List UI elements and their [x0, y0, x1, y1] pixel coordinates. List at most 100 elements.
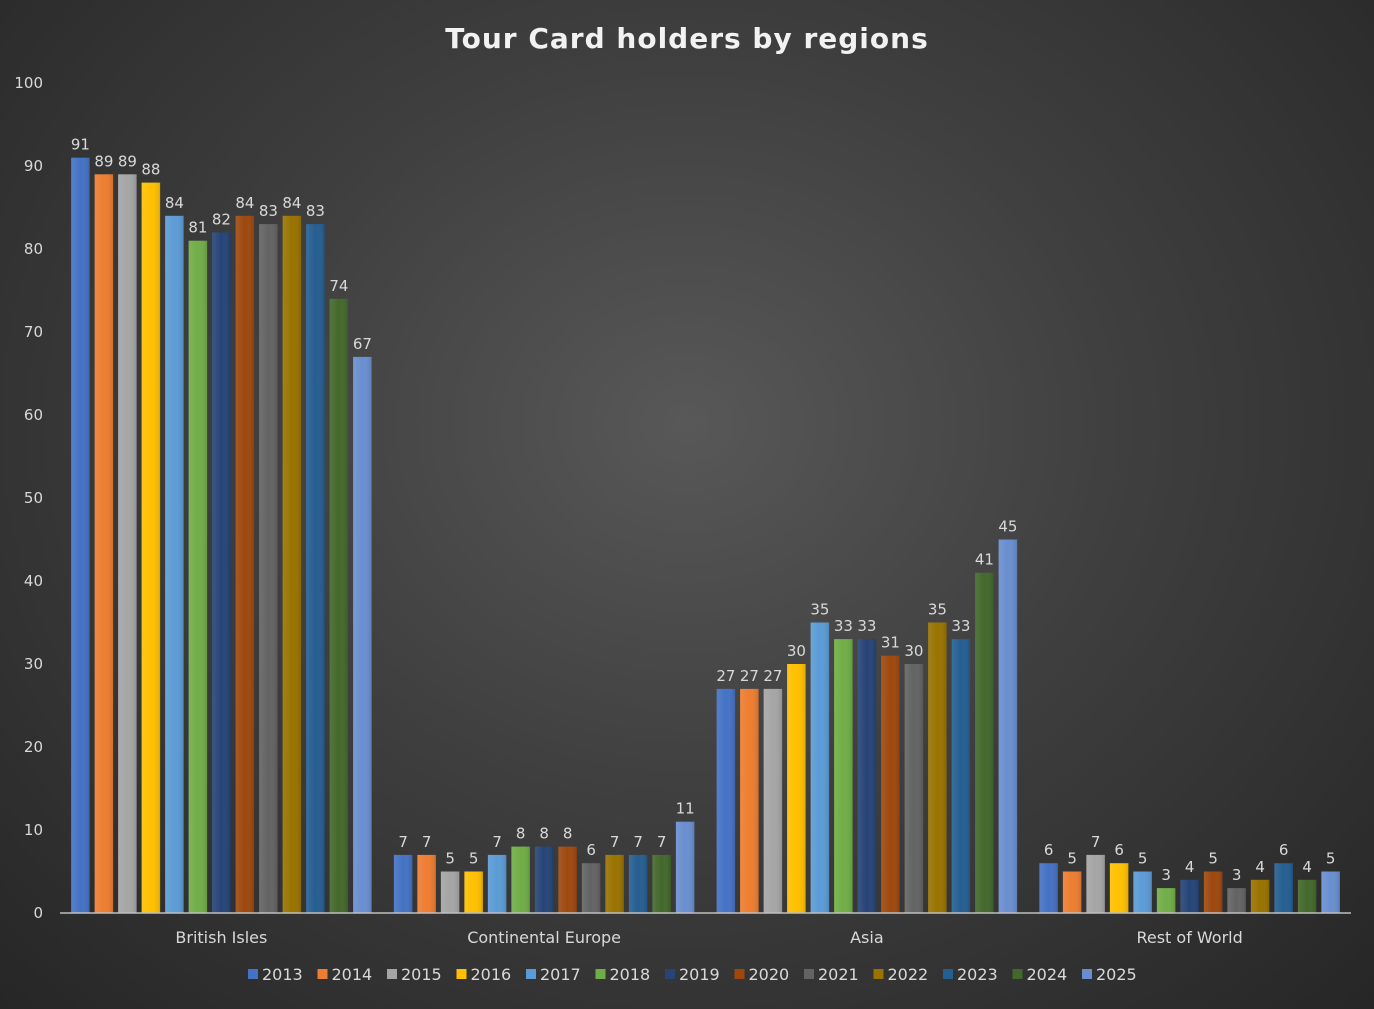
data-label: 89: [118, 152, 137, 170]
legend-swatch: [526, 969, 536, 979]
bar-shade: [1062, 871, 1082, 913]
legend-label: 2019: [679, 965, 720, 984]
data-label: 7: [1091, 833, 1101, 851]
x-tick-label: British Isles: [175, 928, 267, 947]
legend-label: 2016: [471, 965, 512, 984]
data-label: 35: [928, 601, 947, 619]
data-label: 4: [1185, 858, 1195, 876]
data-label: 4: [1255, 858, 1265, 876]
bar-shade: [165, 215, 184, 914]
data-label: 7: [398, 833, 408, 851]
data-label: 81: [188, 219, 207, 237]
bar-shade: [353, 356, 372, 913]
bar-shade: [417, 854, 436, 913]
bar-shade: [487, 854, 507, 913]
data-label: 84: [165, 194, 184, 212]
bar-shade: [558, 846, 577, 913]
legend-swatch: [665, 969, 675, 979]
bar-shade: [306, 224, 325, 914]
x-axis: British Isles Continental Europe Asia Rest …: [175, 928, 1242, 947]
legend-label: 2023: [957, 965, 998, 984]
data-label: 7: [610, 833, 620, 851]
y-tick-label: 100: [14, 74, 43, 92]
data-label: 33: [834, 617, 853, 635]
legend-label: 2022: [888, 965, 929, 984]
data-label: 84: [282, 194, 301, 212]
data-label: 5: [445, 850, 455, 868]
data-label: 33: [857, 617, 876, 635]
legend-label: 2017: [540, 965, 581, 984]
data-label: 74: [329, 277, 348, 295]
data-label: 27: [763, 667, 782, 685]
data-label: 6: [1044, 841, 1054, 859]
y-tick-label: 50: [24, 489, 43, 507]
bar-shade: [511, 846, 530, 913]
data-label: 30: [904, 642, 923, 660]
bar-shade: [259, 224, 278, 914]
data-label: 6: [1279, 841, 1289, 859]
y-tick-label: 20: [24, 738, 43, 756]
bar-shade: [787, 664, 806, 913]
data-label: 8: [516, 825, 526, 843]
data-label: 3: [1161, 866, 1171, 884]
bar-shade: [975, 572, 994, 913]
data-label: 31: [881, 634, 900, 652]
bar-shade: [440, 871, 460, 913]
data-label: 7: [422, 833, 432, 851]
bar-shade: [998, 539, 1018, 913]
data-label: 88: [141, 161, 160, 179]
data-label: 5: [1208, 850, 1218, 868]
y-tick-label: 80: [24, 240, 43, 258]
bar-shade: [235, 215, 255, 914]
y-tick-label: 0: [33, 904, 43, 922]
bar-shade: [951, 639, 971, 913]
bar-shade: [810, 622, 830, 913]
data-label: 33: [951, 617, 970, 635]
data-label: 27: [740, 667, 759, 685]
legend-swatch: [1082, 969, 1092, 979]
bar-shade: [1180, 879, 1199, 913]
bar-shade: [329, 298, 349, 913]
bars-group: [71, 157, 1340, 914]
data-label: 30: [787, 642, 806, 660]
legend-label: 2024: [1027, 965, 1068, 984]
x-tick-label: Asia: [850, 928, 884, 947]
bar-shade: [1321, 871, 1340, 913]
legend-label: 2021: [818, 965, 859, 984]
data-label: 8: [539, 825, 549, 843]
data-label: 7: [492, 833, 502, 851]
x-tick-label: Rest of World: [1136, 928, 1242, 947]
data-label: 83: [306, 202, 325, 220]
y-tick-label: 40: [24, 572, 43, 590]
data-label: 5: [1067, 850, 1077, 868]
data-label: 4: [1302, 858, 1312, 876]
data-label: 27: [716, 667, 735, 685]
data-label: 5: [469, 850, 479, 868]
data-label: 7: [657, 833, 667, 851]
bar-shade: [716, 688, 736, 913]
data-label: 67: [353, 335, 372, 353]
bar-shade: [141, 182, 161, 914]
bar-shade: [71, 157, 90, 913]
data-label: 41: [975, 551, 994, 569]
x-tick-label: Continental Europe: [467, 928, 621, 947]
bar-shade: [118, 174, 137, 914]
data-label: 83: [259, 202, 278, 220]
legend-swatch: [248, 969, 258, 979]
data-label: 8: [563, 825, 573, 843]
data-label: 35: [810, 601, 829, 619]
legend: 2013 2014 2015 2016 2017 2018 2019 2020 2021 2022…: [248, 965, 1137, 984]
y-tick-label: 60: [24, 406, 43, 424]
data-label: 84: [235, 194, 254, 212]
legend-label: 2013: [262, 965, 303, 984]
bar-shade: [1227, 888, 1246, 913]
bar-shade: [857, 639, 877, 913]
legend-swatch: [595, 969, 606, 979]
bar-shade: [1133, 871, 1152, 913]
legend-label: 2015: [401, 965, 442, 984]
bar-shade: [1297, 879, 1317, 913]
bar-shade: [763, 688, 783, 913]
bar-shade: [834, 639, 853, 913]
